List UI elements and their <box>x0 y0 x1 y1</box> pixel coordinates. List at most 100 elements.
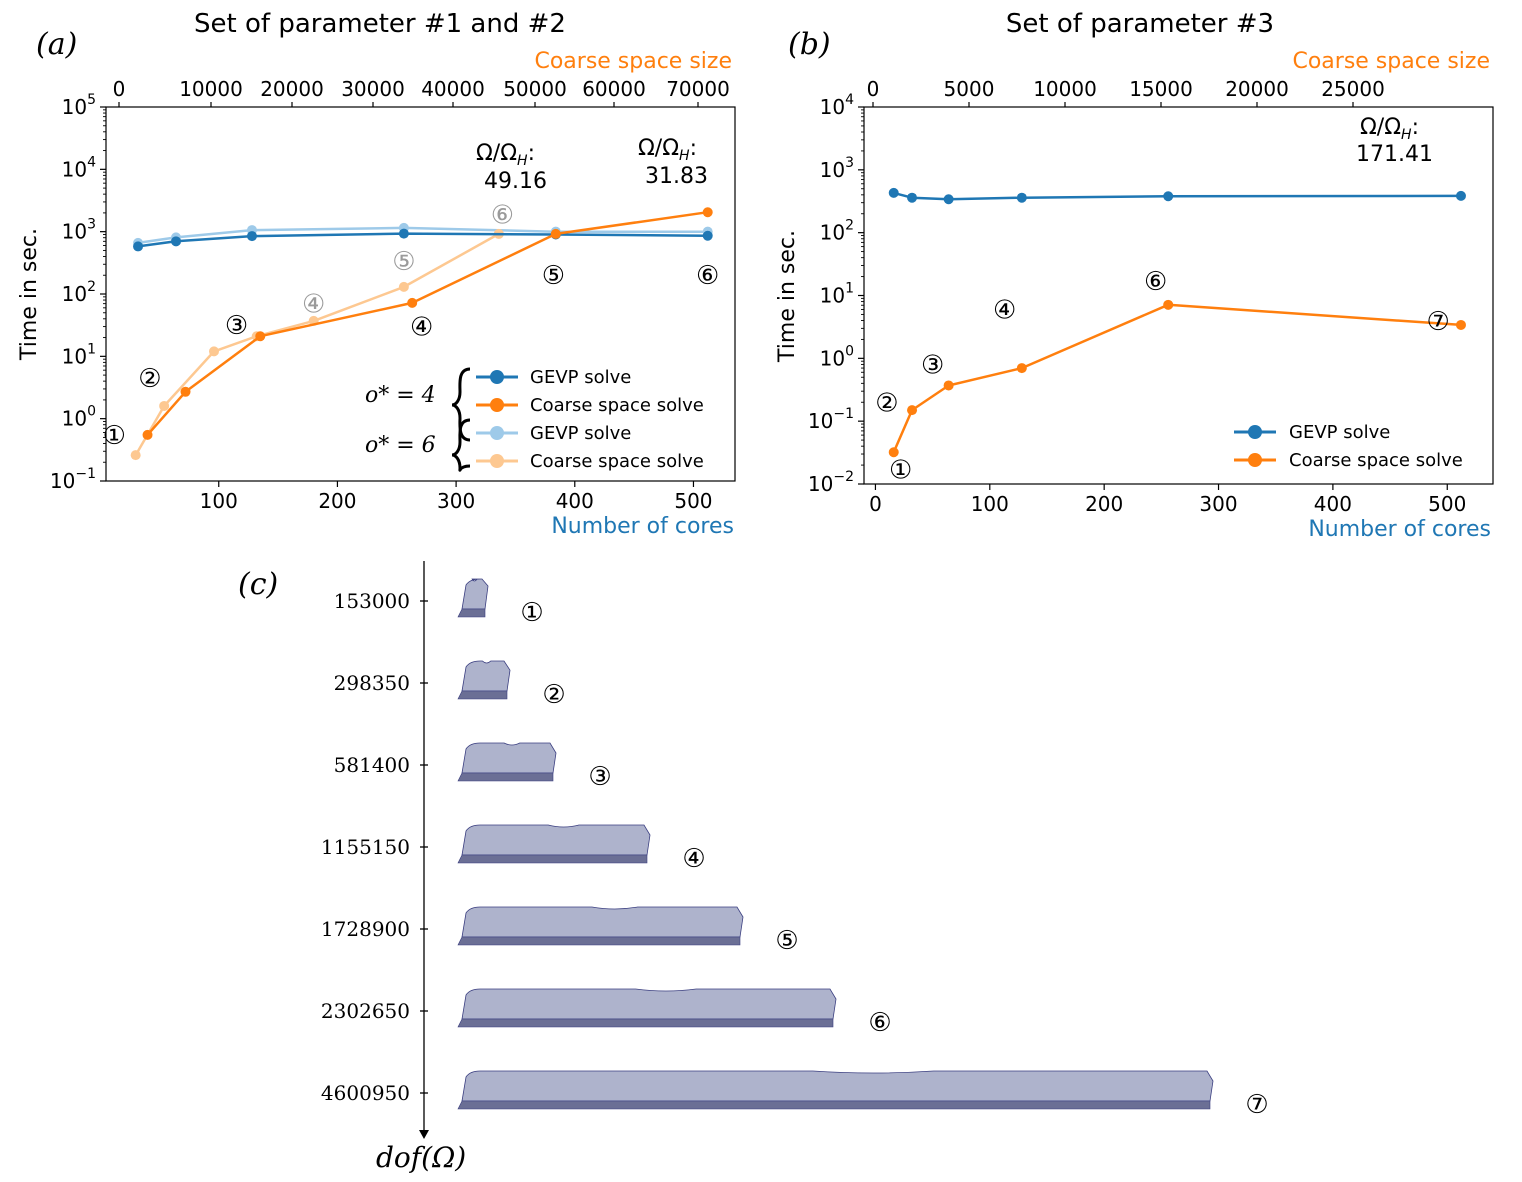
marker-label: ④ <box>302 290 325 320</box>
legend-label-gevp4: GEVP solve <box>530 367 631 388</box>
beam-marker: ⑤ <box>775 926 798 956</box>
dof-label: 581400 <box>334 753 410 777</box>
beam-top-face <box>461 824 651 856</box>
ratio-suffix: : <box>1412 115 1419 140</box>
top-tick-label: 50000 <box>503 77 567 101</box>
dof-label: 1728900 <box>321 917 410 941</box>
marker-label: ① <box>889 456 912 486</box>
top-tick-label: 0 <box>867 77 880 101</box>
x-tick-label: 400 <box>556 489 594 513</box>
chart-b-x-ticks: 0 100 200 300 400 500 <box>869 484 1466 516</box>
chart-b-top-ticks: 0 5000 10000 15000 20000 25000 <box>867 77 1385 107</box>
dof-label: 2302650 <box>321 999 410 1023</box>
beam-top-face <box>461 660 511 692</box>
data-point <box>1016 192 1027 203</box>
ratio-value-b: 171.41 <box>1356 142 1433 167</box>
chart-b-title: Set of parameter #3 <box>1006 9 1274 39</box>
beam-marker: ⑥ <box>868 1008 891 1038</box>
ratio-suffix: : <box>690 136 697 161</box>
y-tick-label: 10−1 <box>808 406 854 433</box>
svg-text:Ω/ΩH:: Ω/ΩH: <box>476 141 535 169</box>
beam-row: 153000 ① <box>334 578 544 628</box>
top-tick-label: 10000 <box>179 77 243 101</box>
chart-b-markers: ① ②③ ④ ⑥ ⑦ <box>875 267 1450 486</box>
chart-a-top-ticks: 0 10000 20000 30000 40000 50000 60000 70000 <box>113 77 730 107</box>
chart-b-y-ticks: 10−2 10−1 100 101 102 103 104 <box>808 92 864 496</box>
legend-label-gevp: GEVP solve <box>1289 422 1390 443</box>
series-line <box>137 232 708 248</box>
beam-marker: ⑦ <box>1245 1090 1268 1120</box>
chart-b-ratio: Ω/ΩH: 171.41 <box>1356 115 1433 167</box>
data-point <box>159 400 170 411</box>
data-point <box>1016 363 1027 374</box>
top-tick-label: 40000 <box>421 77 485 101</box>
marker-label: ② <box>138 364 161 394</box>
x-tick-label: 500 <box>674 489 712 513</box>
beam-side-face <box>457 1018 834 1028</box>
x-tick-label: 100 <box>200 489 238 513</box>
svg-text:Ω/ΩH:: Ω/ΩH: <box>1360 115 1419 143</box>
panel-label-a: (a) <box>36 27 77 62</box>
top-tick-label: 20000 <box>1225 77 1289 101</box>
y-tick-label: 10−2 <box>808 469 854 496</box>
y-tick-label: 102 <box>820 218 854 245</box>
x-tick-label: 300 <box>1199 492 1237 516</box>
chart-b-frame <box>863 106 1494 485</box>
beam-row: 581400 ③ <box>334 742 612 792</box>
chart-a-title: Set of parameter #1 and #2 <box>194 9 566 39</box>
chart-a: (a) Set of parameter #1 and #2 Coarse sp… <box>17 9 736 539</box>
beam-row: 4600950 ⑦ <box>321 1070 1269 1120</box>
legend-item-coarse6: Coarse space solve <box>476 451 704 472</box>
data-point <box>702 230 713 241</box>
data-point <box>888 447 899 458</box>
data-point <box>180 386 191 397</box>
dof-label: 4600950 <box>321 1081 410 1105</box>
y-tick-label: 104 <box>62 154 96 181</box>
beam-marker: ④ <box>682 844 705 874</box>
ratio-label: Ω/Ω <box>1360 115 1401 140</box>
top-tick-label: 20000 <box>260 77 324 101</box>
data-point <box>398 281 409 292</box>
beam-top-face <box>461 742 557 774</box>
legend-group-1-label: o* = 4 <box>365 383 436 408</box>
marker-label: ③ <box>225 311 248 341</box>
legend-group-2: o* = 6 <box>365 418 471 472</box>
beam-side-face <box>457 854 648 864</box>
marker-label: ⑥ <box>1144 267 1167 297</box>
beam-side-face <box>457 690 508 700</box>
y-tick-label: 104 <box>820 92 854 119</box>
beam-marker: ① <box>520 598 543 628</box>
chart-b-top-axis-label: Coarse space size <box>1292 49 1490 74</box>
data-point <box>246 231 257 242</box>
data-point <box>1455 190 1466 201</box>
y-tick-label: 100 <box>820 343 854 370</box>
x-tick-label: 300 <box>437 489 475 513</box>
marker-label: ② <box>875 388 898 418</box>
chart-a-x-ticks: 100 200 300 400 500 <box>200 481 713 513</box>
marker-label: ⑦ <box>1426 307 1449 337</box>
chart-a-series <box>130 207 713 461</box>
y-tick-label: 102 <box>62 279 96 306</box>
legend-item-gevp6: GEVP solve <box>476 423 631 444</box>
ratio-sub: H <box>517 153 528 169</box>
data-point <box>907 192 918 203</box>
top-tick-label: 60000 <box>582 77 646 101</box>
top-tick-label: 70000 <box>666 77 730 101</box>
legend-label-coarse4: Coarse space solve <box>530 395 704 416</box>
legend-item-coarse4: Coarse space solve <box>476 395 704 416</box>
y-tick-label: 100 <box>62 404 96 431</box>
beam-top-face <box>461 1070 1214 1102</box>
data-point <box>907 405 918 416</box>
dof-label: 298350 <box>334 671 410 695</box>
y-tick-label: 105 <box>62 92 96 119</box>
legend-item-gevp: GEVP solve <box>1234 422 1390 443</box>
beam-top-face <box>461 988 837 1020</box>
series-line <box>892 303 1462 453</box>
marker-label: ⑥ <box>491 200 514 230</box>
x-tick-label: 200 <box>318 489 356 513</box>
x-tick-label: 500 <box>1428 492 1466 516</box>
legend-group-2-label: o* = 6 <box>365 433 436 458</box>
beam-side-face <box>457 608 486 618</box>
ratio-sub: H <box>1401 127 1412 143</box>
x-tick-label: 0 <box>869 492 882 516</box>
